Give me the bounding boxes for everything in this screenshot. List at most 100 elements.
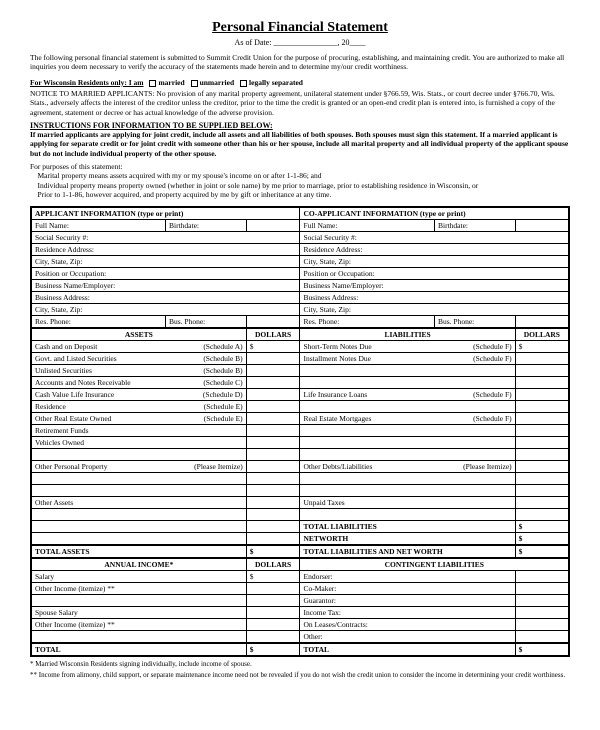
asof-date-blank[interactable]: ________________ [273,38,337,47]
contingent-total-value[interactable]: $ [515,643,569,656]
income-row-value[interactable] [246,594,300,606]
liability-row-value[interactable] [515,352,569,364]
asset-row-value[interactable] [246,436,300,448]
contingent-row-value[interactable] [515,594,569,606]
applicant-field[interactable]: City, State, Zip: [31,303,300,315]
applicant-field2[interactable]: Bus. Phone: [166,315,247,328]
coapplicant-field[interactable]: Residence Address: [300,243,569,255]
applicant-field[interactable]: Social Security #: [31,231,300,243]
contingent-header: CONTINGENT LIABILITIES [300,558,569,571]
applicant-field[interactable]: Business Address: [31,291,300,303]
applicant-blank[interactable] [246,315,300,328]
liability-row-value[interactable] [515,400,569,412]
liability-row-label: Other Debts/Liabilities(Please Itemize) [300,460,515,472]
contingent-row-label: Income Tax: [300,606,515,618]
coapplicant-field2[interactable]: Bus. Phone: [434,315,515,328]
coapplicant-header: CO-APPLICANT INFORMATION (type or print) [300,207,569,220]
total-assets-value[interactable]: $ [246,545,300,558]
coapplicant-field[interactable]: Res. Phone: [300,315,435,328]
asset-row-value[interactable] [246,472,300,484]
asset-row-value[interactable] [246,388,300,400]
contingent-row-value[interactable] [515,606,569,618]
liability-row-value[interactable] [515,436,569,448]
applicant-field[interactable]: Business Name/Employer: [31,279,300,291]
wisconsin-marital-row: For Wisconsin Residents only: I am marri… [30,78,570,87]
liability-row-value[interactable]: $ [515,520,569,532]
asset-row-value[interactable] [246,496,300,508]
asset-row-value[interactable] [246,424,300,436]
asset-row-value[interactable] [246,412,300,424]
liability-row-value[interactable] [515,448,569,460]
asset-row-value[interactable] [246,400,300,412]
contingent-row-value[interactable] [515,618,569,630]
income-total-value[interactable]: $ [246,643,300,656]
asset-row-label [31,484,246,496]
coapplicant-field[interactable]: Full Name: [300,219,435,231]
asof-year-blank[interactable]: ____ [349,38,365,47]
asset-row-value[interactable]: $ [246,340,300,352]
coapplicant-field[interactable]: Business Address: [300,291,569,303]
liability-row-value[interactable] [515,424,569,436]
asset-row-value[interactable] [246,448,300,460]
coapplicant-field[interactable]: Social Security #: [300,231,569,243]
contingent-row-value[interactable] [515,570,569,582]
liability-row-value[interactable] [515,388,569,400]
liability-row-value[interactable]: $ [515,340,569,352]
liability-row-value[interactable] [515,460,569,472]
asset-row-label: Cash and on Deposit(Schedule A) [31,340,246,352]
asset-row-label [31,532,246,545]
unmarried-checkbox[interactable] [191,80,198,87]
income-row-value[interactable] [246,618,300,630]
applicant-field2[interactable]: Birthdate: [166,219,247,231]
income-row-value[interactable]: $ [246,570,300,582]
asset-row-value[interactable] [246,520,300,532]
asset-row-value[interactable] [246,376,300,388]
income-row-value[interactable] [246,606,300,618]
asset-row-value[interactable] [246,484,300,496]
coapplicant-blank[interactable] [515,315,569,328]
coapplicant-field[interactable]: City, State, Zip: [300,255,569,267]
liability-row-value[interactable] [515,496,569,508]
coapplicant-blank[interactable] [515,219,569,231]
married-checkbox[interactable] [149,80,156,87]
contingent-row-label: On Leases/Contracts: [300,618,515,630]
total-liab-networth-value[interactable]: $ [515,545,569,558]
liability-row-label [300,400,515,412]
liability-row-value[interactable] [515,472,569,484]
asset-row-label: Cash Value Life Insurance(Schedule D) [31,388,246,400]
applicant-field[interactable]: Position or Occupation: [31,267,300,279]
applicant-field[interactable]: Res. Phone: [31,315,166,328]
liability-row-value[interactable] [515,412,569,424]
asof-label: As of Date: [235,38,274,47]
applicant-field[interactable]: Residence Address: [31,243,300,255]
liability-row-value[interactable] [515,376,569,388]
income-row-value[interactable] [246,582,300,594]
contingent-row-value[interactable] [515,630,569,643]
contingent-row-value[interactable] [515,582,569,594]
defs-lead: For purposes of this statement: [30,162,123,171]
asset-row-value[interactable] [246,460,300,472]
liability-row-value[interactable] [515,364,569,376]
liability-row-value[interactable] [515,508,569,520]
income-row-value[interactable] [246,630,300,643]
total-liab-networth-label: TOTAL LIABILITIES AND NET WORTH [300,545,515,558]
married-label: married [158,78,184,87]
applicant-field[interactable]: City, State, Zip: [31,255,300,267]
coapplicant-field[interactable]: Business Name/Employer: [300,279,569,291]
asset-row-label [31,520,246,532]
asset-row-value[interactable] [246,532,300,545]
liability-row-value[interactable] [515,484,569,496]
asset-row-value[interactable] [246,508,300,520]
liability-row-value[interactable]: $ [515,532,569,545]
asset-row-label: Unlisted Securities(Schedule B) [31,364,246,376]
asset-row-value[interactable] [246,352,300,364]
asset-row-label [31,472,246,484]
applicant-blank[interactable] [246,219,300,231]
coapplicant-field[interactable]: City, State, Zip: [300,303,569,315]
applicant-field[interactable]: Full Name: [31,219,166,231]
coapplicant-field[interactable]: Position or Occupation: [300,267,569,279]
contingent-row-label: Guarantor: [300,594,515,606]
separated-checkbox[interactable] [240,80,247,87]
asset-row-value[interactable] [246,364,300,376]
coapplicant-field2[interactable]: Birthdate: [434,219,515,231]
